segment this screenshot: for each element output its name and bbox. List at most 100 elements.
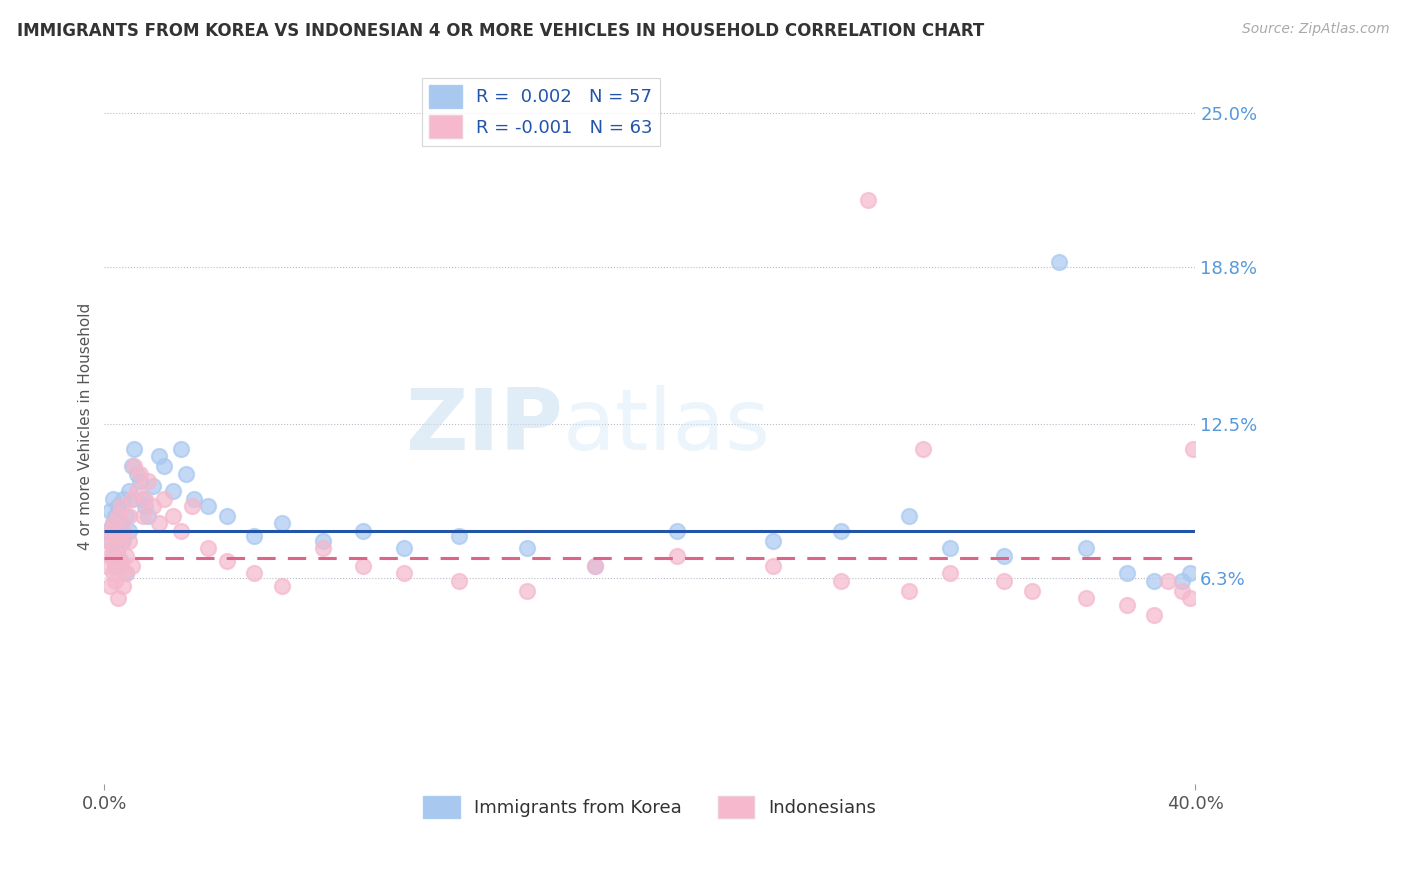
Point [96, 533, 118, 548]
Point [939, 541, 962, 556]
Point [170, 442, 193, 456]
Point [124, 459, 146, 474]
Point [311, 533, 333, 548]
Point [353, 524, 375, 538]
Point [134, 499, 156, 513]
Point [1157, 574, 1180, 588]
Point [1178, 591, 1201, 605]
Point [112, 578, 135, 592]
Point [110, 516, 132, 531]
Point [516, 541, 538, 556]
Point [96, 558, 118, 573]
Point [115, 566, 138, 581]
Point [583, 558, 606, 573]
Point [911, 442, 934, 456]
Point [311, 541, 333, 556]
Point [134, 491, 156, 506]
Text: IMMIGRANTS FROM KOREA VS INDONESIAN 4 OR MORE VEHICLES IN HOUSEHOLD CORRELATION : IMMIGRANTS FROM KOREA VS INDONESIAN 4 OR… [17, 22, 984, 40]
Point [101, 566, 124, 581]
Point [197, 499, 219, 513]
Point [153, 459, 176, 474]
Point [128, 474, 150, 488]
Point [107, 529, 129, 543]
Point [107, 591, 129, 605]
Point [666, 524, 689, 538]
Point [830, 574, 852, 588]
Point [1076, 591, 1098, 605]
Point [107, 499, 129, 513]
Point [1076, 541, 1098, 556]
Point [162, 484, 184, 499]
Legend: Immigrants from Korea, Indonesians: Immigrants from Korea, Indonesians [416, 789, 883, 825]
Point [96, 524, 118, 538]
Point [142, 499, 165, 513]
Text: Source: ZipAtlas.com: Source: ZipAtlas.com [1241, 22, 1389, 37]
Point [121, 558, 143, 573]
Point [666, 549, 689, 563]
Point [107, 541, 129, 556]
Point [761, 533, 783, 548]
Point [1047, 255, 1070, 269]
Point [243, 529, 266, 543]
Point [121, 491, 143, 506]
Point [112, 491, 135, 506]
Point [516, 583, 538, 598]
Point [104, 554, 127, 568]
Point [183, 491, 205, 506]
Point [447, 574, 470, 588]
Point [115, 508, 138, 523]
Text: ZIP: ZIP [405, 385, 562, 468]
Point [1116, 566, 1139, 581]
Point [118, 533, 141, 548]
Point [101, 491, 124, 506]
Point [353, 558, 375, 573]
Point [127, 484, 149, 499]
Point [270, 578, 292, 592]
Point [1178, 566, 1201, 581]
Point [112, 524, 135, 538]
Point [1143, 574, 1166, 588]
Point [98, 578, 121, 592]
Point [98, 504, 121, 518]
Point [107, 508, 129, 523]
Point [1116, 599, 1139, 613]
Point [447, 529, 470, 543]
Point [180, 499, 202, 513]
Point [394, 541, 416, 556]
Point [939, 566, 962, 581]
Point [148, 450, 170, 464]
Point [101, 516, 124, 531]
Point [101, 549, 124, 563]
Y-axis label: 4 or more Vehicles in Household: 4 or more Vehicles in Household [79, 303, 93, 550]
Point [270, 516, 292, 531]
Point [136, 474, 159, 488]
Text: atlas: atlas [562, 385, 770, 468]
Point [110, 554, 132, 568]
Point [101, 541, 124, 556]
Point [217, 554, 239, 568]
Point [1181, 442, 1204, 456]
Point [162, 508, 184, 523]
Point [118, 524, 141, 538]
Point [104, 508, 127, 523]
Point [217, 508, 239, 523]
Point [118, 508, 141, 523]
Point [112, 533, 135, 548]
Point [1021, 583, 1043, 598]
Point [170, 524, 193, 538]
Point [243, 566, 266, 581]
Point [107, 549, 129, 563]
Point [761, 558, 783, 573]
Point [993, 574, 1015, 588]
Point [131, 508, 153, 523]
Point [136, 508, 159, 523]
Point [121, 491, 143, 506]
Point [897, 508, 920, 523]
Point [115, 549, 138, 563]
Point [110, 558, 132, 573]
Point [1143, 608, 1166, 623]
Point [124, 442, 146, 456]
Point [148, 516, 170, 531]
Point [121, 459, 143, 474]
Point [583, 558, 606, 573]
